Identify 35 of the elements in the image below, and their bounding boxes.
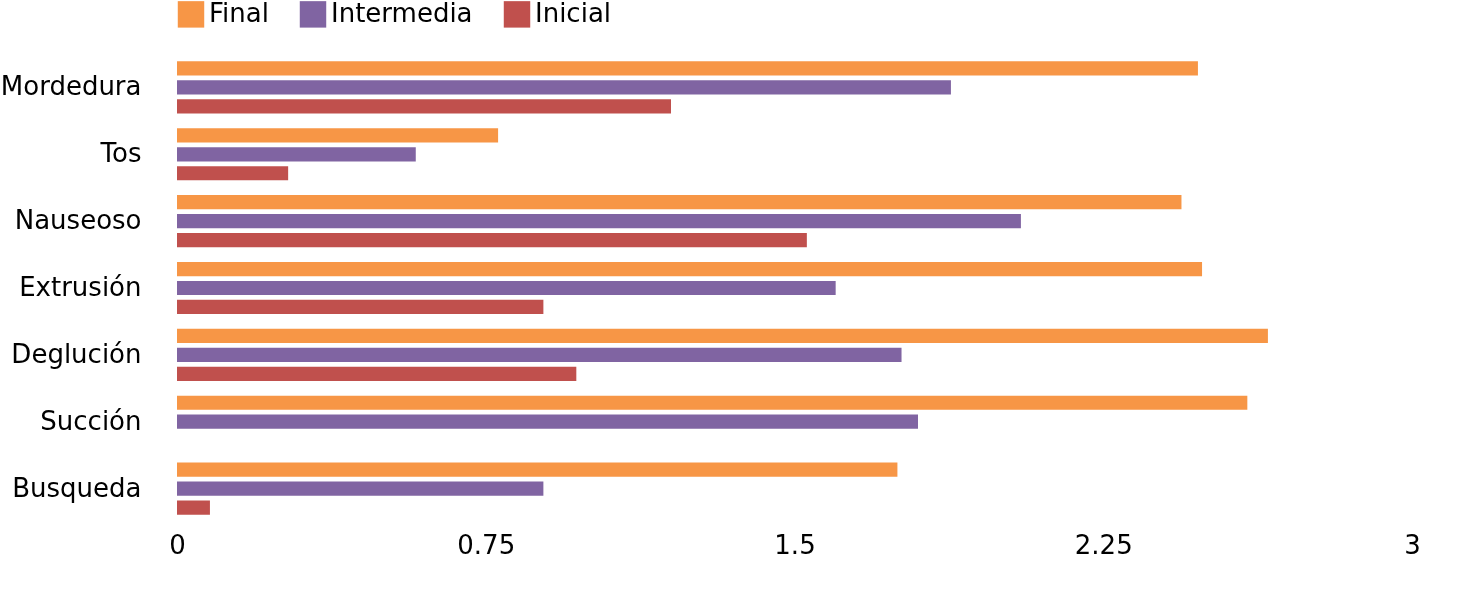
y-tick-label: Succión: [40, 405, 142, 436]
bar: [177, 462, 898, 477]
bar: [177, 366, 577, 381]
legend-label: Inicial: [535, 0, 612, 29]
bar: [177, 128, 499, 143]
bar: [177, 299, 544, 315]
bar: [177, 414, 918, 429]
y-tick-label: Extrusión: [19, 272, 142, 302]
x-tick-label: 0.75: [457, 529, 516, 560]
x-tick-label: 0: [169, 529, 186, 560]
bar: [177, 99, 671, 114]
y-tick-label: Tos: [99, 138, 142, 169]
bar: [177, 347, 902, 362]
bar: [177, 195, 1182, 210]
bar: [177, 80, 951, 95]
bar: [177, 481, 544, 496]
bar: [177, 328, 1268, 344]
bar: [177, 214, 1021, 229]
bar: [177, 395, 1248, 410]
bar: [177, 261, 1203, 277]
legend-label: Final: [209, 0, 269, 29]
bar: [177, 166, 289, 181]
bar: [177, 280, 836, 296]
bar: [177, 500, 210, 515]
y-tick-label: Deglución: [11, 338, 142, 369]
legend-label: Intermedia: [331, 0, 473, 29]
x-tick-label: 3: [1404, 529, 1421, 560]
y-tick-label: Mordedura: [0, 71, 142, 102]
y-tick-label: Nauseoso: [14, 205, 142, 236]
bar: [177, 147, 416, 162]
y-tick-label: Busqueda: [12, 472, 142, 503]
bar: [177, 232, 807, 248]
bar: [177, 61, 1198, 76]
x-tick-label: 2.25: [1074, 529, 1133, 560]
x-tick-label: 1.5: [774, 529, 816, 560]
